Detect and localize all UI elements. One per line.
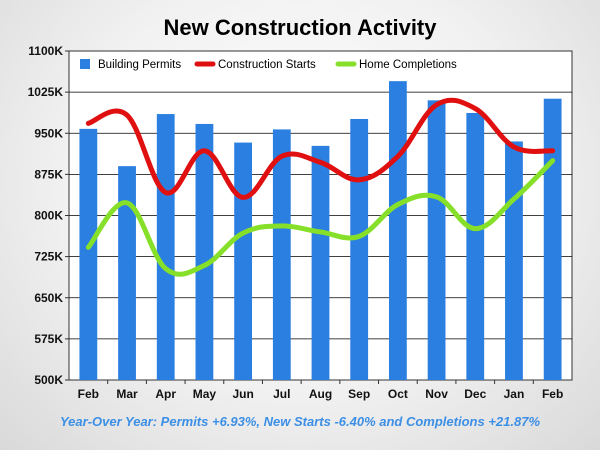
series-line	[85, 158, 556, 277]
bar	[466, 112, 485, 380]
x-tick-label: Nov	[425, 387, 448, 401]
y-axis: 500K 575K 650K 725K 800K 875K 950K 1025K 1100K	[28, 44, 69, 387]
x-tick-label: Apr	[155, 387, 176, 401]
y-tick-label: 1100K	[28, 44, 63, 58]
legend-label: Building Permits	[98, 59, 181, 71]
x-axis: Feb Mar Apr May Jun Jul Aug Sep Oct Nov Dec Jan Feb	[78, 380, 563, 401]
bars	[79, 81, 562, 381]
bar	[195, 123, 214, 380]
x-tick-label: Jul	[273, 387, 290, 401]
bar	[272, 129, 291, 380]
footnote: Year-Over Year: Permits +6.93%, New Star…	[59, 414, 541, 429]
legend-label: Home Completions	[359, 59, 457, 71]
bar	[543, 98, 562, 380]
x-tick-label: Dec	[464, 387, 486, 401]
x-tick-label: Feb	[542, 387, 563, 401]
y-tick-label: 1025K	[28, 85, 64, 99]
bar	[427, 100, 446, 380]
bar	[505, 141, 523, 380]
legend-swatch	[80, 59, 90, 69]
bar	[311, 145, 330, 380]
x-tick-label: Aug	[309, 387, 332, 401]
x-tick-label: Mar	[116, 387, 138, 401]
bar	[118, 166, 136, 380]
x-tick-label: Feb	[78, 387, 99, 401]
x-tick-label: Jun	[232, 387, 253, 401]
bar	[388, 81, 407, 381]
x-tick-label: Jan	[504, 387, 525, 401]
bar	[156, 114, 175, 380]
y-tick-label: 800K	[34, 209, 63, 223]
chart-title: New Construction Activity	[164, 15, 438, 40]
legend-label: Construction Starts	[218, 59, 316, 71]
y-tick-label: 500K	[34, 373, 63, 387]
lines	[85, 97, 556, 277]
bar	[234, 142, 253, 380]
bar	[350, 118, 369, 380]
series-line	[85, 97, 556, 200]
x-tick-label: Oct	[388, 387, 408, 401]
y-tick-label: 875K	[34, 167, 63, 181]
x-tick-label: May	[193, 387, 217, 401]
bar	[79, 128, 98, 380]
y-tick-label: 725K	[34, 250, 63, 264]
y-tick-label: 950K	[34, 126, 63, 140]
legend: Building Permits Construction Starts Home …	[80, 59, 457, 71]
y-tick-label: 650K	[34, 291, 63, 305]
x-tick-label: Sep	[348, 387, 370, 401]
y-tick-label: 575K	[34, 332, 63, 346]
